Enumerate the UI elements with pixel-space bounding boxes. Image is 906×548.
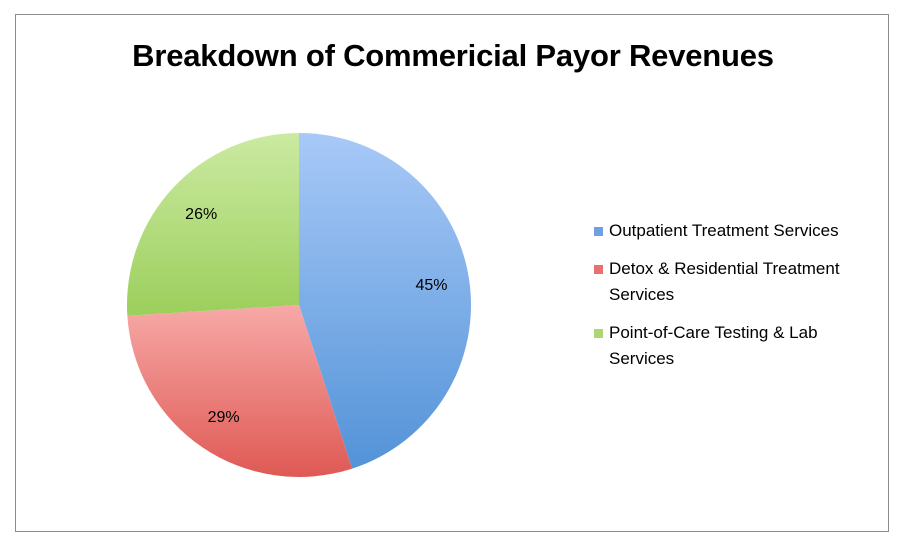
slice-label-point-of-care: 26%	[185, 206, 217, 223]
legend-label-detox-residential: Detox & Residential Treatment Services	[609, 259, 840, 304]
chart-title: Breakdown of Commericial Payor Revenues	[132, 38, 774, 73]
legend-label-outpatient: Outpatient Treatment Services	[609, 221, 839, 240]
legend-swatch-outpatient	[594, 227, 603, 236]
legend-swatch-detox-residential	[594, 265, 603, 274]
pie-slice-outpatient	[299, 133, 471, 469]
pie-slice-detox-residential	[127, 305, 353, 477]
legend-item-point-of-care: Point-of-Care Testing & Lab Services	[589, 320, 879, 372]
slice-label-outpatient: 45%	[415, 277, 447, 294]
pie-slice-point-of-care	[126, 133, 299, 316]
legend-label-point-of-care: Point-of-Care Testing & Lab Services	[609, 323, 818, 368]
legend-item-detox-residential: Detox & Residential Treatment Services	[589, 256, 879, 308]
legend-swatch-point-of-care	[594, 329, 603, 338]
legend-item-outpatient: Outpatient Treatment Services	[589, 218, 879, 244]
legend: Outpatient Treatment Services Detox & Re…	[589, 218, 879, 384]
slice-label-detox-residential: 29%	[208, 409, 240, 426]
